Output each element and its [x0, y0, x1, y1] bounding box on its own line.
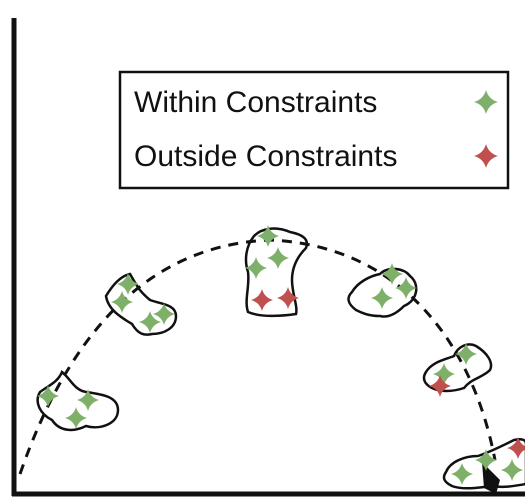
within-constraint-star-icon — [455, 343, 477, 365]
outside-constraint-star-icon — [429, 375, 451, 397]
within-constraint-star-icon — [257, 225, 279, 247]
cluster-outline — [442, 437, 525, 490]
legend-label-outside: Outside Constraints — [134, 140, 397, 173]
legend-marker-outside-icon — [474, 144, 498, 168]
cluster-6 — [442, 437, 525, 490]
within-constraint-star-icon — [245, 257, 267, 279]
cluster-5 — [422, 343, 493, 393]
outside-constraint-star-icon — [251, 289, 273, 311]
cluster-1 — [36, 370, 120, 432]
within-constraint-star-icon — [153, 303, 175, 325]
cluster-outline — [36, 370, 120, 432]
cluster-outline — [104, 272, 178, 336]
within-constraint-star-icon — [117, 273, 139, 295]
within-constraint-star-icon — [395, 277, 417, 299]
legend: Within Constraints Outside Constraints — [118, 70, 510, 190]
cluster-4 — [347, 267, 418, 318]
legend-box — [118, 70, 510, 190]
within-constraint-star-icon — [77, 389, 99, 411]
cluster-outline — [347, 267, 418, 318]
legend-label-within: Within Constraints — [134, 86, 377, 119]
within-constraint-star-icon — [37, 385, 59, 407]
outside-constraint-star-icon — [277, 287, 299, 309]
within-constraint-star-icon — [451, 463, 473, 485]
within-constraint-star-icon — [65, 407, 87, 429]
cluster-2 — [104, 272, 178, 336]
outside-constraint-star-icon — [507, 437, 525, 459]
within-constraint-star-icon — [501, 459, 523, 481]
cluster-outline — [422, 343, 493, 393]
within-constraint-star-icon — [371, 287, 393, 309]
legend-marker-within-icon — [474, 90, 498, 114]
sample-points — [37, 225, 525, 485]
within-constraint-star-icon — [475, 449, 497, 471]
within-constraint-star-icon — [139, 311, 161, 333]
within-constraint-star-icon — [111, 291, 133, 313]
within-constraint-star-icon — [267, 247, 289, 269]
within-constraint-star-icon — [433, 363, 455, 385]
axes — [11, 18, 525, 497]
within-constraint-star-icon — [381, 263, 403, 285]
